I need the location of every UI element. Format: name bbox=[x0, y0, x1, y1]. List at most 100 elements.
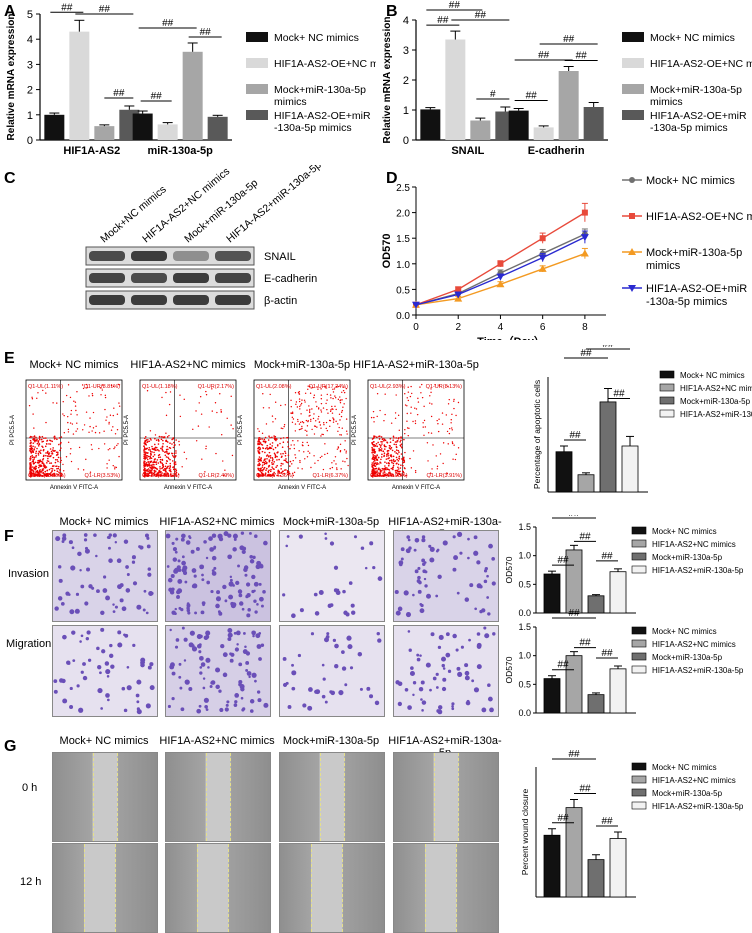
event-dot bbox=[373, 457, 376, 460]
event-dot bbox=[258, 440, 261, 443]
bar bbox=[587, 595, 605, 614]
event-dot bbox=[272, 448, 275, 451]
event-dot bbox=[60, 472, 63, 475]
event-dot bbox=[231, 454, 234, 457]
event-dot bbox=[308, 405, 310, 407]
event-dot bbox=[38, 475, 41, 477]
event-dot bbox=[34, 446, 36, 448]
blot-strip bbox=[85, 290, 255, 310]
event-dot bbox=[299, 461, 301, 464]
event-dot bbox=[36, 438, 38, 441]
event-dot bbox=[453, 407, 455, 410]
event-dot bbox=[29, 436, 31, 439]
event-dot bbox=[167, 452, 169, 455]
event-dot bbox=[152, 461, 154, 464]
event-dot bbox=[165, 456, 168, 458]
event-dot bbox=[273, 475, 275, 477]
legend-label: HIF1A-AS2+miR-130a-5p bbox=[652, 566, 744, 575]
event-dot bbox=[29, 457, 32, 459]
event-dot bbox=[410, 406, 412, 408]
event-dot bbox=[297, 440, 299, 442]
event-dot bbox=[51, 468, 54, 470]
event-dot bbox=[155, 439, 158, 441]
legend-swatch bbox=[631, 539, 647, 548]
event-dot bbox=[419, 386, 421, 388]
event-dot bbox=[371, 462, 374, 464]
event-dot bbox=[320, 411, 323, 413]
event-dot bbox=[38, 469, 41, 472]
event-dot bbox=[417, 397, 419, 400]
event-dot bbox=[332, 391, 335, 393]
bar bbox=[583, 107, 604, 140]
legend-swatch bbox=[631, 801, 647, 810]
event-dot bbox=[32, 470, 35, 473]
event-dot bbox=[163, 436, 166, 438]
event-dot bbox=[175, 471, 178, 474]
event-dot bbox=[63, 432, 66, 434]
event-dot bbox=[346, 433, 348, 435]
event-dot bbox=[53, 469, 56, 472]
event-dot bbox=[44, 445, 47, 448]
event-dot bbox=[325, 421, 328, 424]
event-dot bbox=[294, 430, 297, 432]
event-dot bbox=[32, 413, 34, 415]
event-dot bbox=[29, 439, 32, 442]
event-dot bbox=[144, 435, 147, 438]
event-dot bbox=[380, 444, 382, 447]
event-dot bbox=[383, 452, 386, 455]
event-dot bbox=[388, 472, 390, 475]
y-tick-label: 1.5 bbox=[518, 522, 531, 532]
event-dot bbox=[263, 438, 266, 441]
series-line bbox=[415, 233, 586, 306]
y-tick-label: 1.0 bbox=[518, 651, 531, 661]
event-dot bbox=[33, 458, 35, 460]
legend-label: HIF1A-AS2-OE+NC mimics bbox=[650, 58, 752, 70]
event-dot bbox=[41, 435, 44, 438]
event-dot bbox=[160, 438, 163, 441]
event-dot bbox=[47, 473, 49, 476]
blot-band bbox=[215, 273, 251, 283]
event-dot bbox=[162, 474, 164, 477]
event-dot bbox=[340, 434, 343, 436]
y-tick-label: 0.5 bbox=[518, 579, 531, 589]
event-dot bbox=[400, 473, 402, 476]
event-dot bbox=[285, 460, 288, 463]
event-dot bbox=[345, 397, 347, 400]
lane-label: HIF1A-AS2+miR-130a-5p bbox=[224, 165, 324, 245]
event-dot bbox=[378, 473, 381, 475]
event-dot bbox=[148, 449, 150, 451]
bar bbox=[69, 31, 90, 140]
event-dot bbox=[279, 474, 282, 477]
sig-marker: ## bbox=[557, 555, 569, 566]
event-dot bbox=[392, 473, 394, 476]
event-dot bbox=[95, 425, 97, 428]
event-dot bbox=[274, 446, 277, 449]
event-dot bbox=[339, 443, 342, 445]
event-dot bbox=[33, 435, 35, 438]
y-tick-label: 0 bbox=[403, 135, 409, 147]
event-dot bbox=[342, 389, 345, 392]
event-dot bbox=[148, 447, 151, 449]
event-dot bbox=[379, 446, 382, 448]
event-dot bbox=[314, 462, 316, 464]
quadrant-ur: Q1-UR(8.13%) bbox=[426, 384, 463, 390]
row-label-invasion: Invasion bbox=[8, 568, 49, 580]
event-dot bbox=[42, 457, 45, 460]
event-dot bbox=[414, 407, 416, 409]
panel-label-d: D bbox=[386, 170, 398, 187]
sig-marker: ## bbox=[475, 10, 487, 21]
legend-label: Mock+miR-130a-5p bbox=[650, 84, 742, 96]
event-dot bbox=[264, 451, 266, 454]
event-dot bbox=[392, 462, 395, 465]
event-dot bbox=[264, 436, 267, 439]
event-dot bbox=[151, 451, 153, 453]
wound-edge bbox=[311, 844, 313, 932]
event-dot bbox=[33, 456, 36, 459]
event-dot bbox=[282, 452, 284, 455]
event-dot bbox=[268, 451, 271, 454]
legend-label: HIF1A-AS2-OE+miR bbox=[274, 110, 371, 122]
wound-image-0h bbox=[279, 752, 385, 842]
event-dot bbox=[183, 451, 186, 454]
event-dot bbox=[399, 470, 401, 473]
data-point bbox=[496, 280, 505, 288]
